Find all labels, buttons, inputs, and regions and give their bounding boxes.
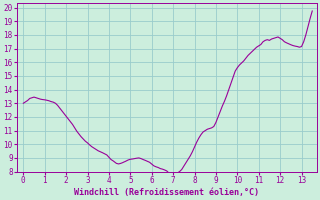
X-axis label: Windchill (Refroidissement éolien,°C): Windchill (Refroidissement éolien,°C) [74,188,259,197]
